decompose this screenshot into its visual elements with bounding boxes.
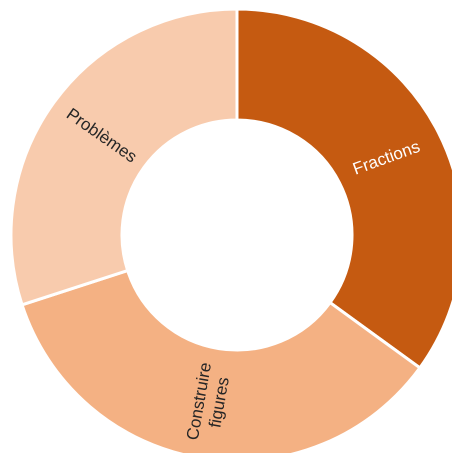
donut-segment: [9, 7, 239, 307]
donut-segment: [235, 7, 452, 370]
donut-segment: [20, 268, 422, 453]
